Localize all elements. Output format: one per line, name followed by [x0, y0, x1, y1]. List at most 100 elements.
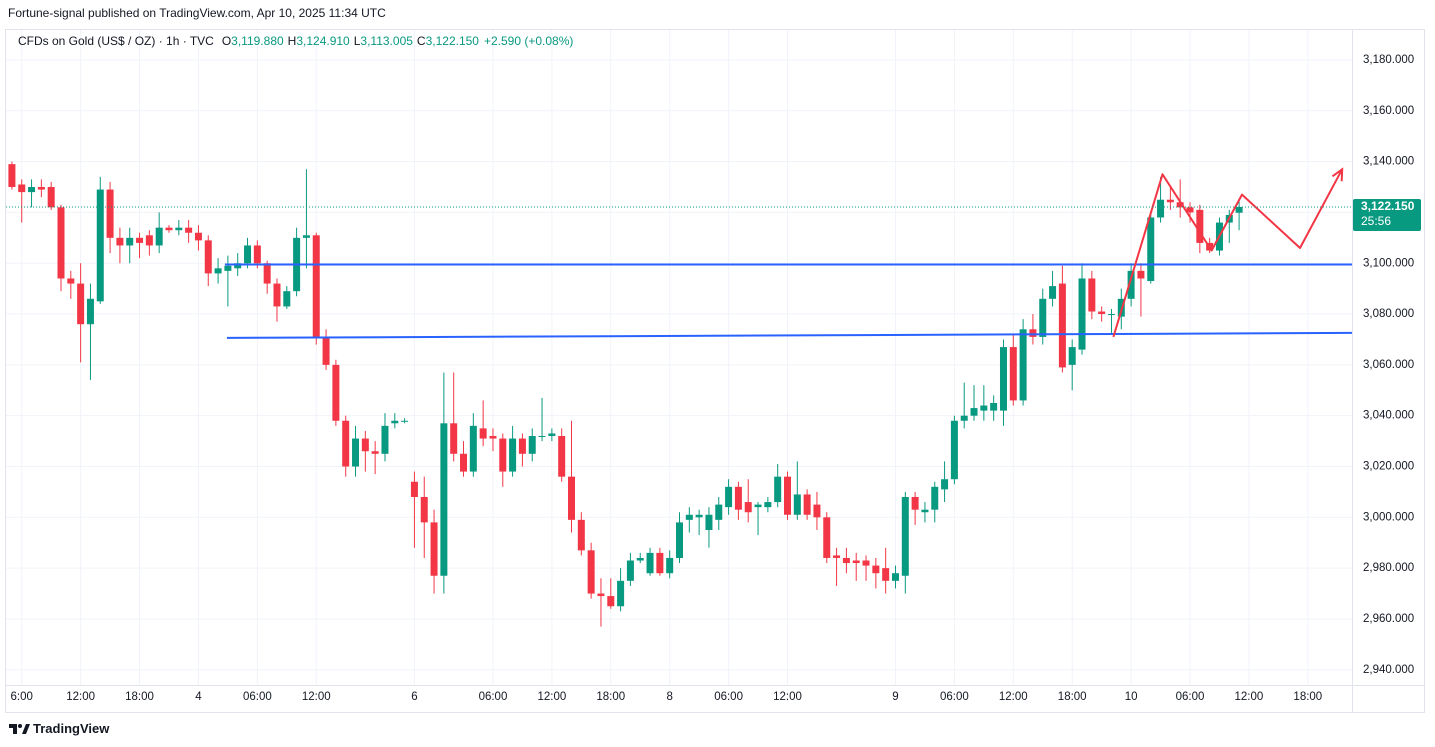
candle-body [705, 514, 713, 531]
candle-body [155, 227, 163, 246]
x-tick-label: 12:00 [999, 691, 1028, 703]
candle-body [617, 580, 625, 607]
x-tick-label: 06:00 [479, 691, 508, 703]
candle-body [86, 298, 94, 325]
logo-part [22, 724, 30, 734]
candle-body [1147, 217, 1155, 282]
candle-body [273, 283, 281, 307]
candle-body [823, 517, 831, 558]
x-tick-label: 12:00 [537, 691, 566, 703]
legend: CFDs on Gold (US$ / OZ) · 1h · TVC O3,119… [18, 34, 573, 48]
candle-body [322, 336, 330, 365]
candle-body [676, 522, 683, 558]
y-tick-label: 3,080.000 [1363, 308, 1414, 320]
drawings [6, 167, 1353, 339]
candle-body [626, 560, 634, 581]
candle-body [263, 263, 271, 284]
candle-body [37, 187, 45, 190]
candle-body [1127, 270, 1135, 299]
drawing-line [1112, 168, 1344, 338]
candle-body [214, 268, 222, 274]
legend-item: 3,119.880 [231, 34, 284, 48]
candle-body [96, 189, 104, 302]
candles [8, 161, 1243, 627]
footer-logo [9, 724, 30, 734]
candle-body [342, 420, 350, 467]
candle-body [1009, 347, 1017, 401]
y-tick-label: 3,180.000 [1363, 54, 1414, 66]
x-tick-label: 18:00 [125, 691, 154, 703]
candle-body [842, 557, 850, 564]
y-tick-label: 3,100.000 [1363, 257, 1414, 269]
candle-body [479, 428, 487, 439]
candle-body [990, 402, 998, 411]
candle-body [764, 502, 772, 508]
candle-body [381, 425, 389, 454]
candle-body [568, 476, 576, 520]
x-tick-label: 06:00 [243, 691, 272, 703]
y-tick-label: 3,140.000 [1363, 156, 1414, 168]
candle-body [67, 278, 75, 284]
footer-brand: TradingView [33, 721, 110, 736]
candle-body [489, 436, 497, 439]
candle-body [420, 496, 428, 523]
candle-body [725, 486, 733, 508]
candle-body [165, 227, 173, 231]
candle-body [1235, 206, 1243, 213]
candle-body [646, 552, 654, 574]
candle-body [872, 565, 880, 574]
x-tick-label: 18:00 [596, 691, 625, 703]
candle-body [1068, 347, 1076, 365]
candle-body [695, 514, 703, 518]
candle-body [774, 476, 782, 503]
candle-body [352, 438, 360, 467]
candle-body [302, 235, 310, 238]
candle-body [194, 232, 202, 241]
arrow-head [1331, 167, 1344, 182]
candle-body [852, 560, 860, 564]
x-tick-label: 4 [195, 691, 202, 703]
y-tick-label: 3,000.000 [1363, 511, 1414, 523]
last-price-box [1353, 198, 1421, 231]
candle-body [744, 502, 752, 513]
publisher-note: Fortune-signal published on TradingView.… [8, 6, 386, 20]
candle-body [862, 560, 870, 566]
candle-body [666, 557, 674, 574]
candle-body [1049, 286, 1057, 299]
candle-body [116, 237, 124, 246]
x-tick-label: 06:00 [940, 691, 969, 703]
candle-body [1078, 278, 1086, 350]
candle-body [656, 552, 664, 574]
countdown: 25:56 [1361, 214, 1391, 228]
x-tick-label: 8 [666, 691, 672, 703]
candle-body [8, 164, 16, 188]
candle-body [999, 347, 1007, 411]
candle-body [391, 420, 399, 424]
candle-body [361, 438, 369, 452]
legend-item: L [354, 34, 361, 48]
candle-body [803, 494, 811, 515]
legend-item: 3,113.005 [360, 34, 413, 48]
candle-body [77, 283, 85, 325]
legend-item: 3,122.150 [426, 34, 480, 48]
candle-body [460, 453, 468, 472]
y-tick-label: 3,020.000 [1363, 461, 1414, 473]
y-tick-label: 3,040.000 [1363, 410, 1414, 422]
candle-body [204, 240, 212, 274]
candle-body [18, 184, 26, 193]
candle-body [469, 425, 477, 472]
candle-body [793, 494, 801, 515]
candle-body [931, 486, 939, 510]
candle-body [734, 486, 742, 510]
candle-body [891, 573, 899, 581]
logo-part [18, 724, 22, 728]
x-tick-label: 06:00 [1176, 691, 1205, 703]
candle-body [1098, 311, 1106, 315]
candle-body [1107, 314, 1115, 316]
candle-body [499, 438, 507, 472]
candle-body [253, 245, 261, 264]
x-tick-label: 12:00 [773, 691, 802, 703]
y-tick-label: 2,940.000 [1363, 664, 1414, 676]
candle-body [1019, 329, 1027, 401]
